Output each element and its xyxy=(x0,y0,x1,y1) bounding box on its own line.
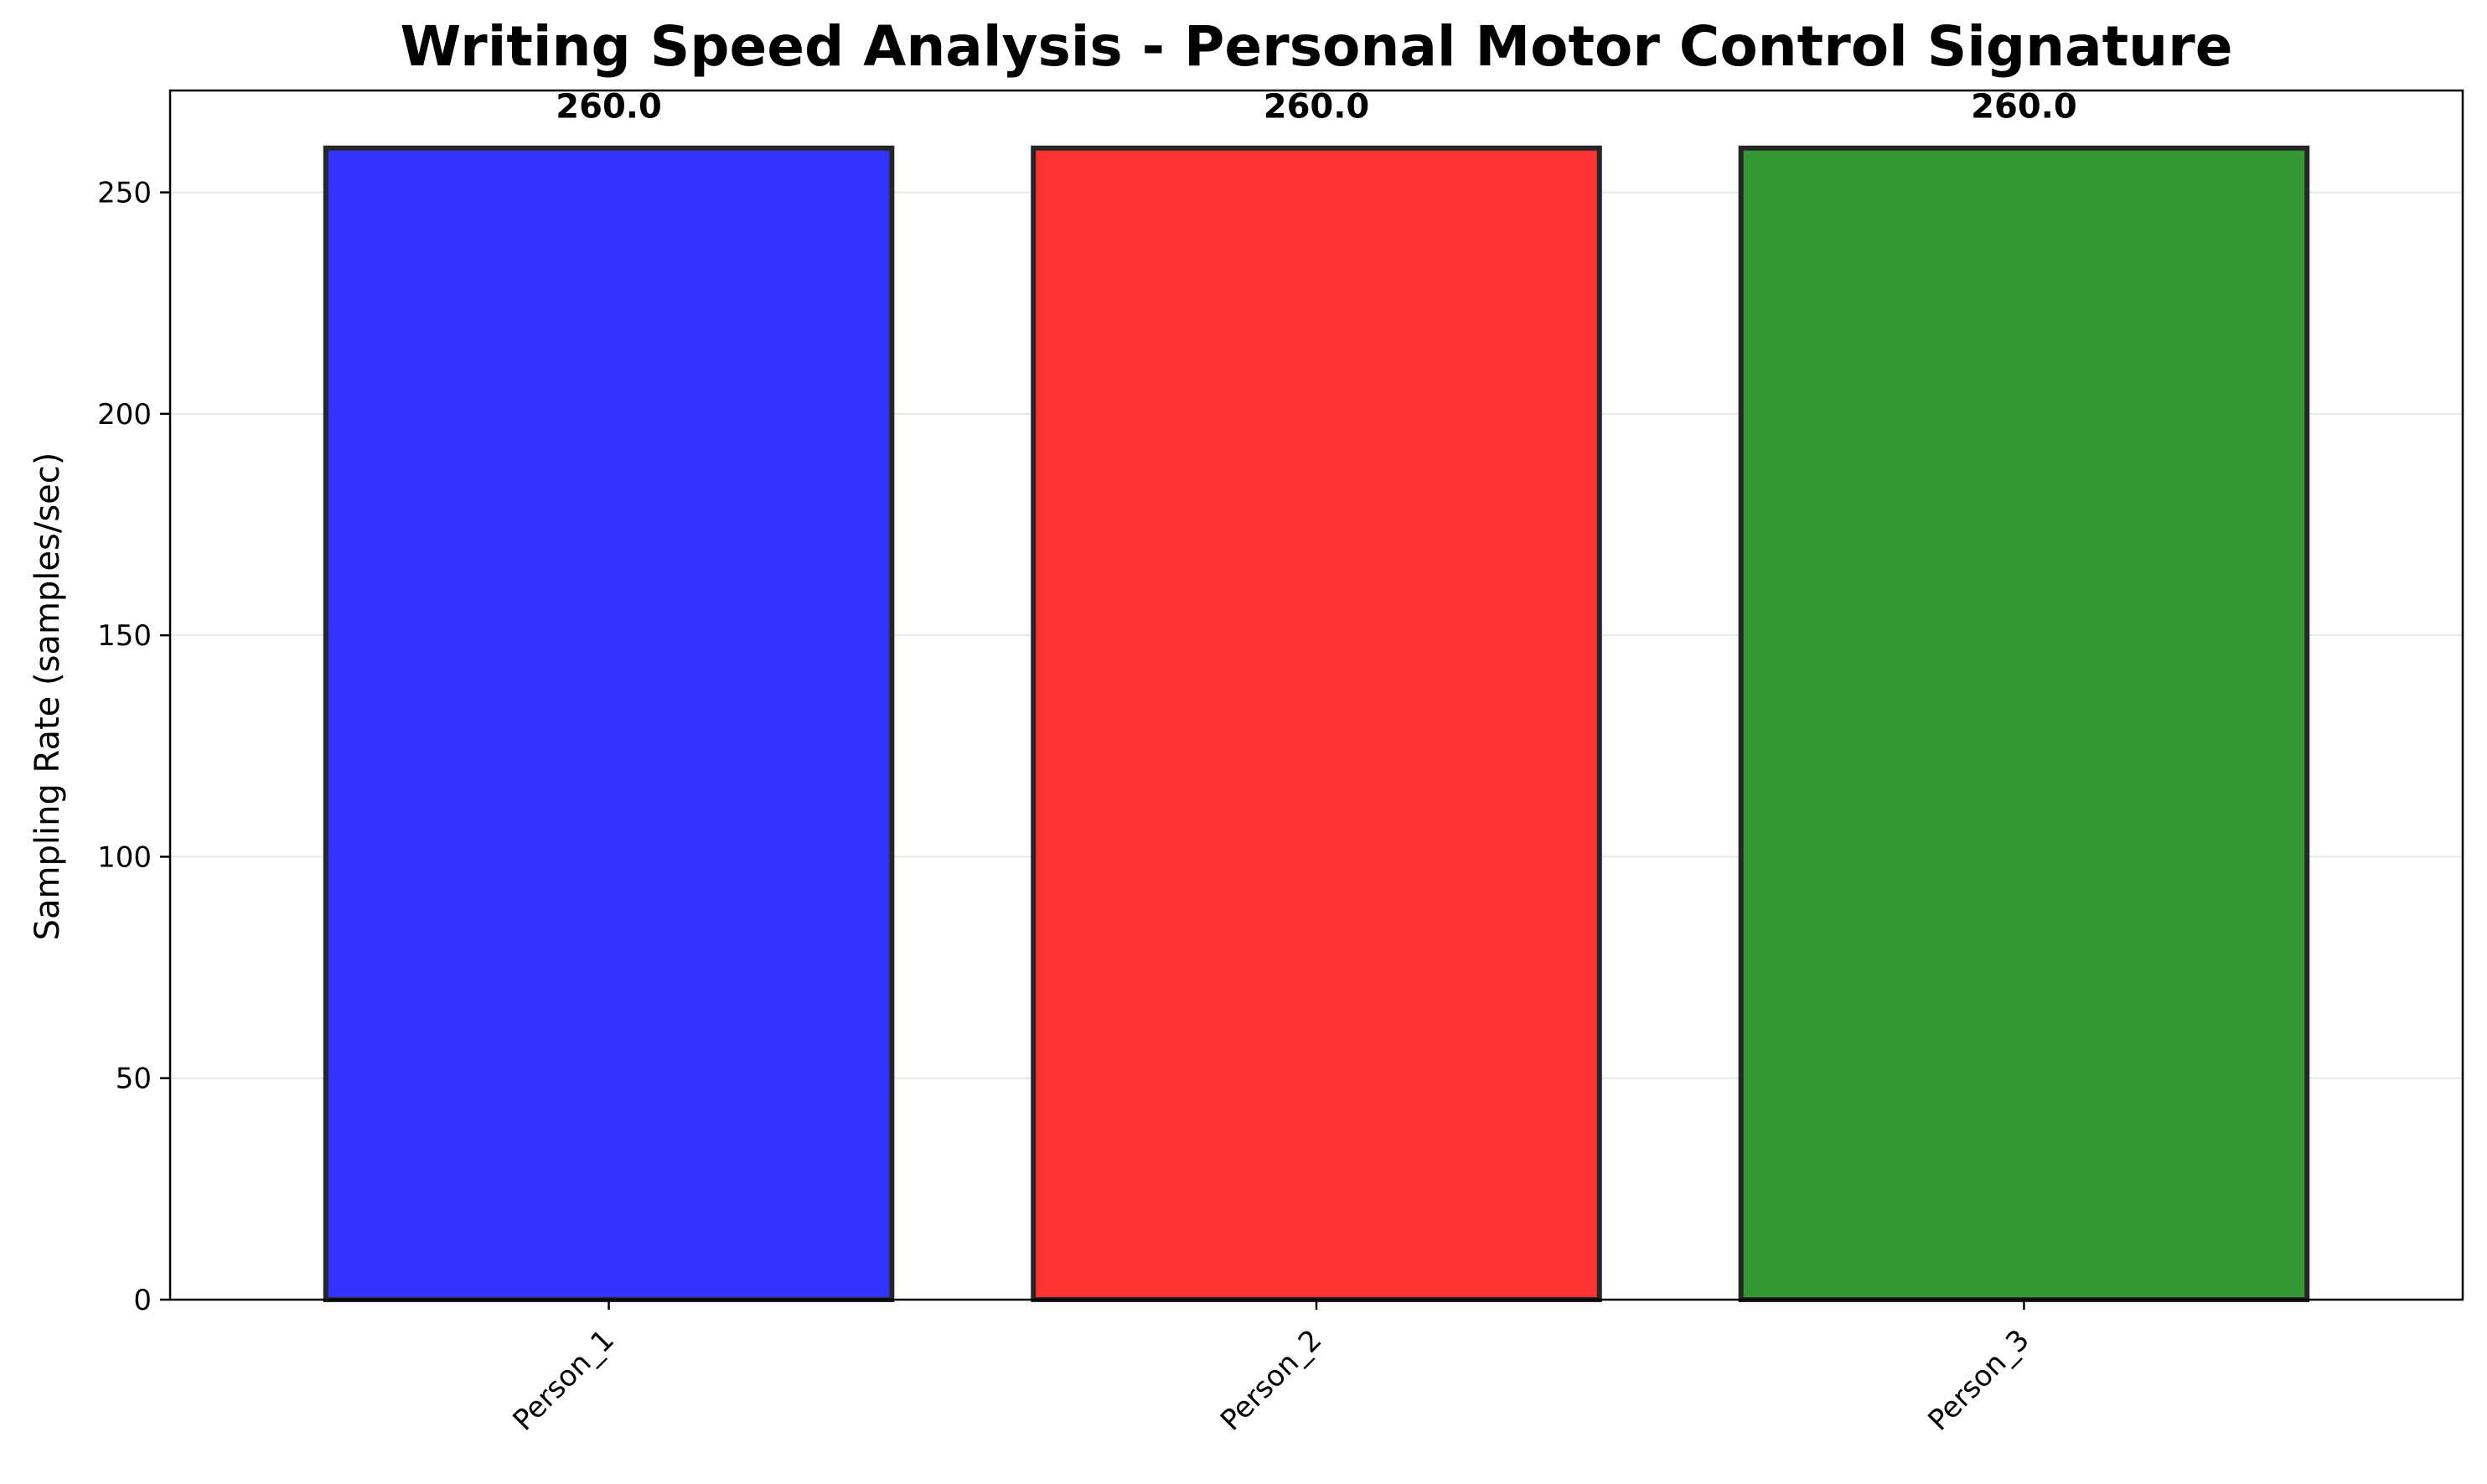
bar-value-label: 260.0 xyxy=(556,88,662,127)
y-tick-label: 50 xyxy=(116,1063,152,1096)
bars xyxy=(323,145,2310,1303)
bar-value-labels: 260.0 260.0 260.0 xyxy=(556,88,2076,127)
y-tick-label: 250 xyxy=(97,177,152,210)
y-tick-label: 0 xyxy=(133,1284,152,1317)
y-tick-label: 150 xyxy=(97,619,152,653)
bar-value-label: 260.0 xyxy=(1264,88,1370,127)
bar-person-3 xyxy=(1738,145,2310,1303)
bar-value-label: 260.0 xyxy=(1971,88,2077,127)
plot-area-frame xyxy=(168,89,2464,1301)
bar-person-2 xyxy=(1031,145,1602,1303)
bar-person-1 xyxy=(323,145,895,1303)
y-tick-label: 200 xyxy=(97,398,152,432)
y-axis-label: Sampling Rate (samples/sec) xyxy=(28,452,67,941)
y-tick-label: 100 xyxy=(97,840,152,874)
y-axis-ticks: 0 50 100 150 200 250 xyxy=(97,177,170,1317)
chart-title: Writing Speed Analysis - Personal Motor … xyxy=(401,14,2233,79)
